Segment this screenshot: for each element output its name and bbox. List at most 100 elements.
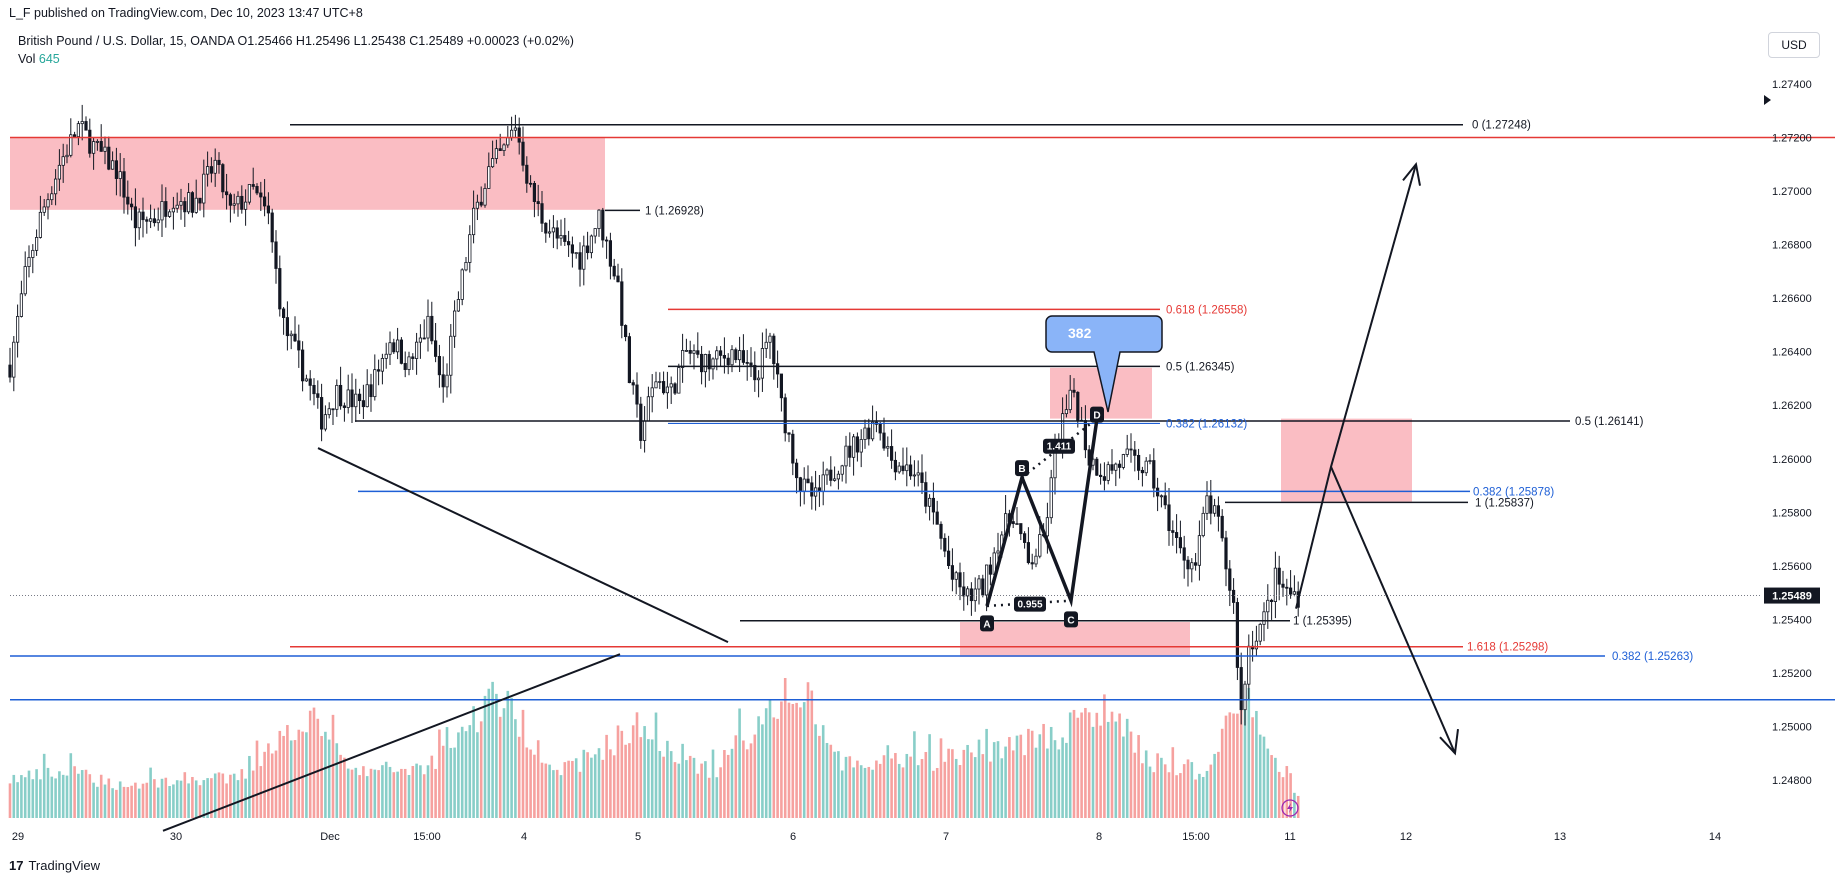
candle-body xyxy=(985,564,989,596)
volume-bar xyxy=(510,697,513,818)
candle-body xyxy=(890,446,894,461)
candle-body xyxy=(1076,391,1080,421)
volume-bar xyxy=(1133,752,1137,818)
volume-value: 645 xyxy=(38,52,60,66)
volume-bar xyxy=(650,739,654,818)
volume-bar xyxy=(270,753,274,818)
point-b: B xyxy=(1018,464,1025,475)
candle-body xyxy=(19,293,24,317)
ratio-ac: 0.955 xyxy=(1017,600,1042,611)
volume-bar xyxy=(920,759,924,818)
volume-bar xyxy=(278,730,282,818)
volume-bar xyxy=(658,751,662,818)
symbol-ohlc-line[interactable]: British Pound / U.S. Dollar, 15, OANDA O… xyxy=(18,34,574,48)
labels-layer: A B C D 0.955 1.411 382 0 (1.27248) 1 (1.26928) 0… xyxy=(645,120,1693,663)
volume-bar xyxy=(1019,734,1023,818)
candle-body xyxy=(236,195,240,205)
candle-body xyxy=(95,141,99,143)
volume-bar xyxy=(726,754,730,818)
volume-bar xyxy=(875,760,878,818)
volume-bar xyxy=(403,768,407,818)
candle-body xyxy=(715,350,719,360)
candle-body xyxy=(407,356,411,370)
volume-bar xyxy=(1046,748,1049,818)
volume-bar xyxy=(267,743,270,818)
volume-bar xyxy=(118,781,122,818)
candle-body xyxy=(1285,586,1289,589)
candle-body xyxy=(1232,589,1236,603)
candle-body xyxy=(855,436,860,453)
volume-bar xyxy=(217,772,221,818)
volume-legend[interactable]: Vol 645 xyxy=(18,52,60,66)
candle-body xyxy=(962,586,966,597)
volume-bar xyxy=(255,740,259,818)
volume-bar xyxy=(392,772,396,818)
candle-body xyxy=(205,166,210,175)
tradingview-logo[interactable]: 17 TradingView xyxy=(9,858,100,873)
volume-bar xyxy=(145,782,149,818)
candle-body xyxy=(665,386,670,394)
tv-logo-icon: 17 xyxy=(9,858,24,873)
candle-body xyxy=(1068,389,1072,411)
candle-body xyxy=(373,369,377,398)
candle-body xyxy=(1099,474,1103,478)
y-tick-label: 1.26400 xyxy=(1772,347,1812,359)
volume-bar xyxy=(73,766,76,818)
x-tick-label: 11 xyxy=(1284,831,1295,843)
candle-body xyxy=(563,235,567,242)
candle-body xyxy=(483,188,487,206)
volume-bar xyxy=(183,772,187,818)
volume-bar xyxy=(715,777,719,818)
volume-bar xyxy=(639,737,643,818)
volume-bar xyxy=(829,744,833,818)
volume-bar xyxy=(331,714,335,818)
lightning-icon xyxy=(1281,799,1299,817)
volume-bar xyxy=(749,743,753,818)
volume-bar xyxy=(761,724,764,818)
y-tick-label: 1.25400 xyxy=(1772,614,1812,626)
supply-zone-0 xyxy=(10,137,605,210)
volume-bar xyxy=(852,767,855,818)
candle-body xyxy=(1133,449,1137,456)
candle-body xyxy=(487,166,491,189)
abcd-dotted-bd xyxy=(1021,417,1098,479)
volume-bar xyxy=(430,755,434,818)
candle-body xyxy=(145,219,149,222)
volume-bar xyxy=(624,744,627,818)
candle-body xyxy=(920,472,924,483)
volume-bar xyxy=(506,690,510,818)
volume-bar xyxy=(449,747,453,818)
currency-button[interactable]: USD xyxy=(1768,32,1820,58)
x-tick-label: 14 xyxy=(1709,831,1721,843)
volume-bar xyxy=(1091,726,1095,818)
volume-bar xyxy=(426,765,430,818)
candle-body xyxy=(338,384,343,407)
volume-bar xyxy=(628,743,631,818)
volume-bar xyxy=(856,760,859,818)
x-tick-label: 5 xyxy=(635,831,641,843)
y-tick-label: 1.26000 xyxy=(1772,454,1812,466)
candle-body xyxy=(574,252,578,255)
candle-body xyxy=(167,211,172,217)
candle-body xyxy=(513,127,518,131)
volume-bar xyxy=(612,755,616,818)
lightning-bolt-icon xyxy=(1287,803,1293,813)
volume-bar xyxy=(61,774,65,818)
candle-body xyxy=(468,234,472,263)
candle-body xyxy=(281,308,286,318)
volume-bar xyxy=(472,706,475,818)
candle-body xyxy=(456,299,461,312)
candle-body xyxy=(403,362,407,370)
candle-body xyxy=(658,381,662,383)
x-tick-label: 6 xyxy=(790,831,796,843)
volume-bar xyxy=(1084,707,1087,818)
x-tick-label: 15:00 xyxy=(1182,831,1210,843)
volume-bar xyxy=(479,721,483,818)
volume-bar xyxy=(377,770,380,818)
volume-bar xyxy=(685,760,688,818)
scroll-right-icon xyxy=(1764,95,1771,105)
volume-bar xyxy=(783,678,787,818)
fib-label-2: 0.618 (1.26558) xyxy=(1166,304,1247,316)
candle-body xyxy=(228,194,232,206)
